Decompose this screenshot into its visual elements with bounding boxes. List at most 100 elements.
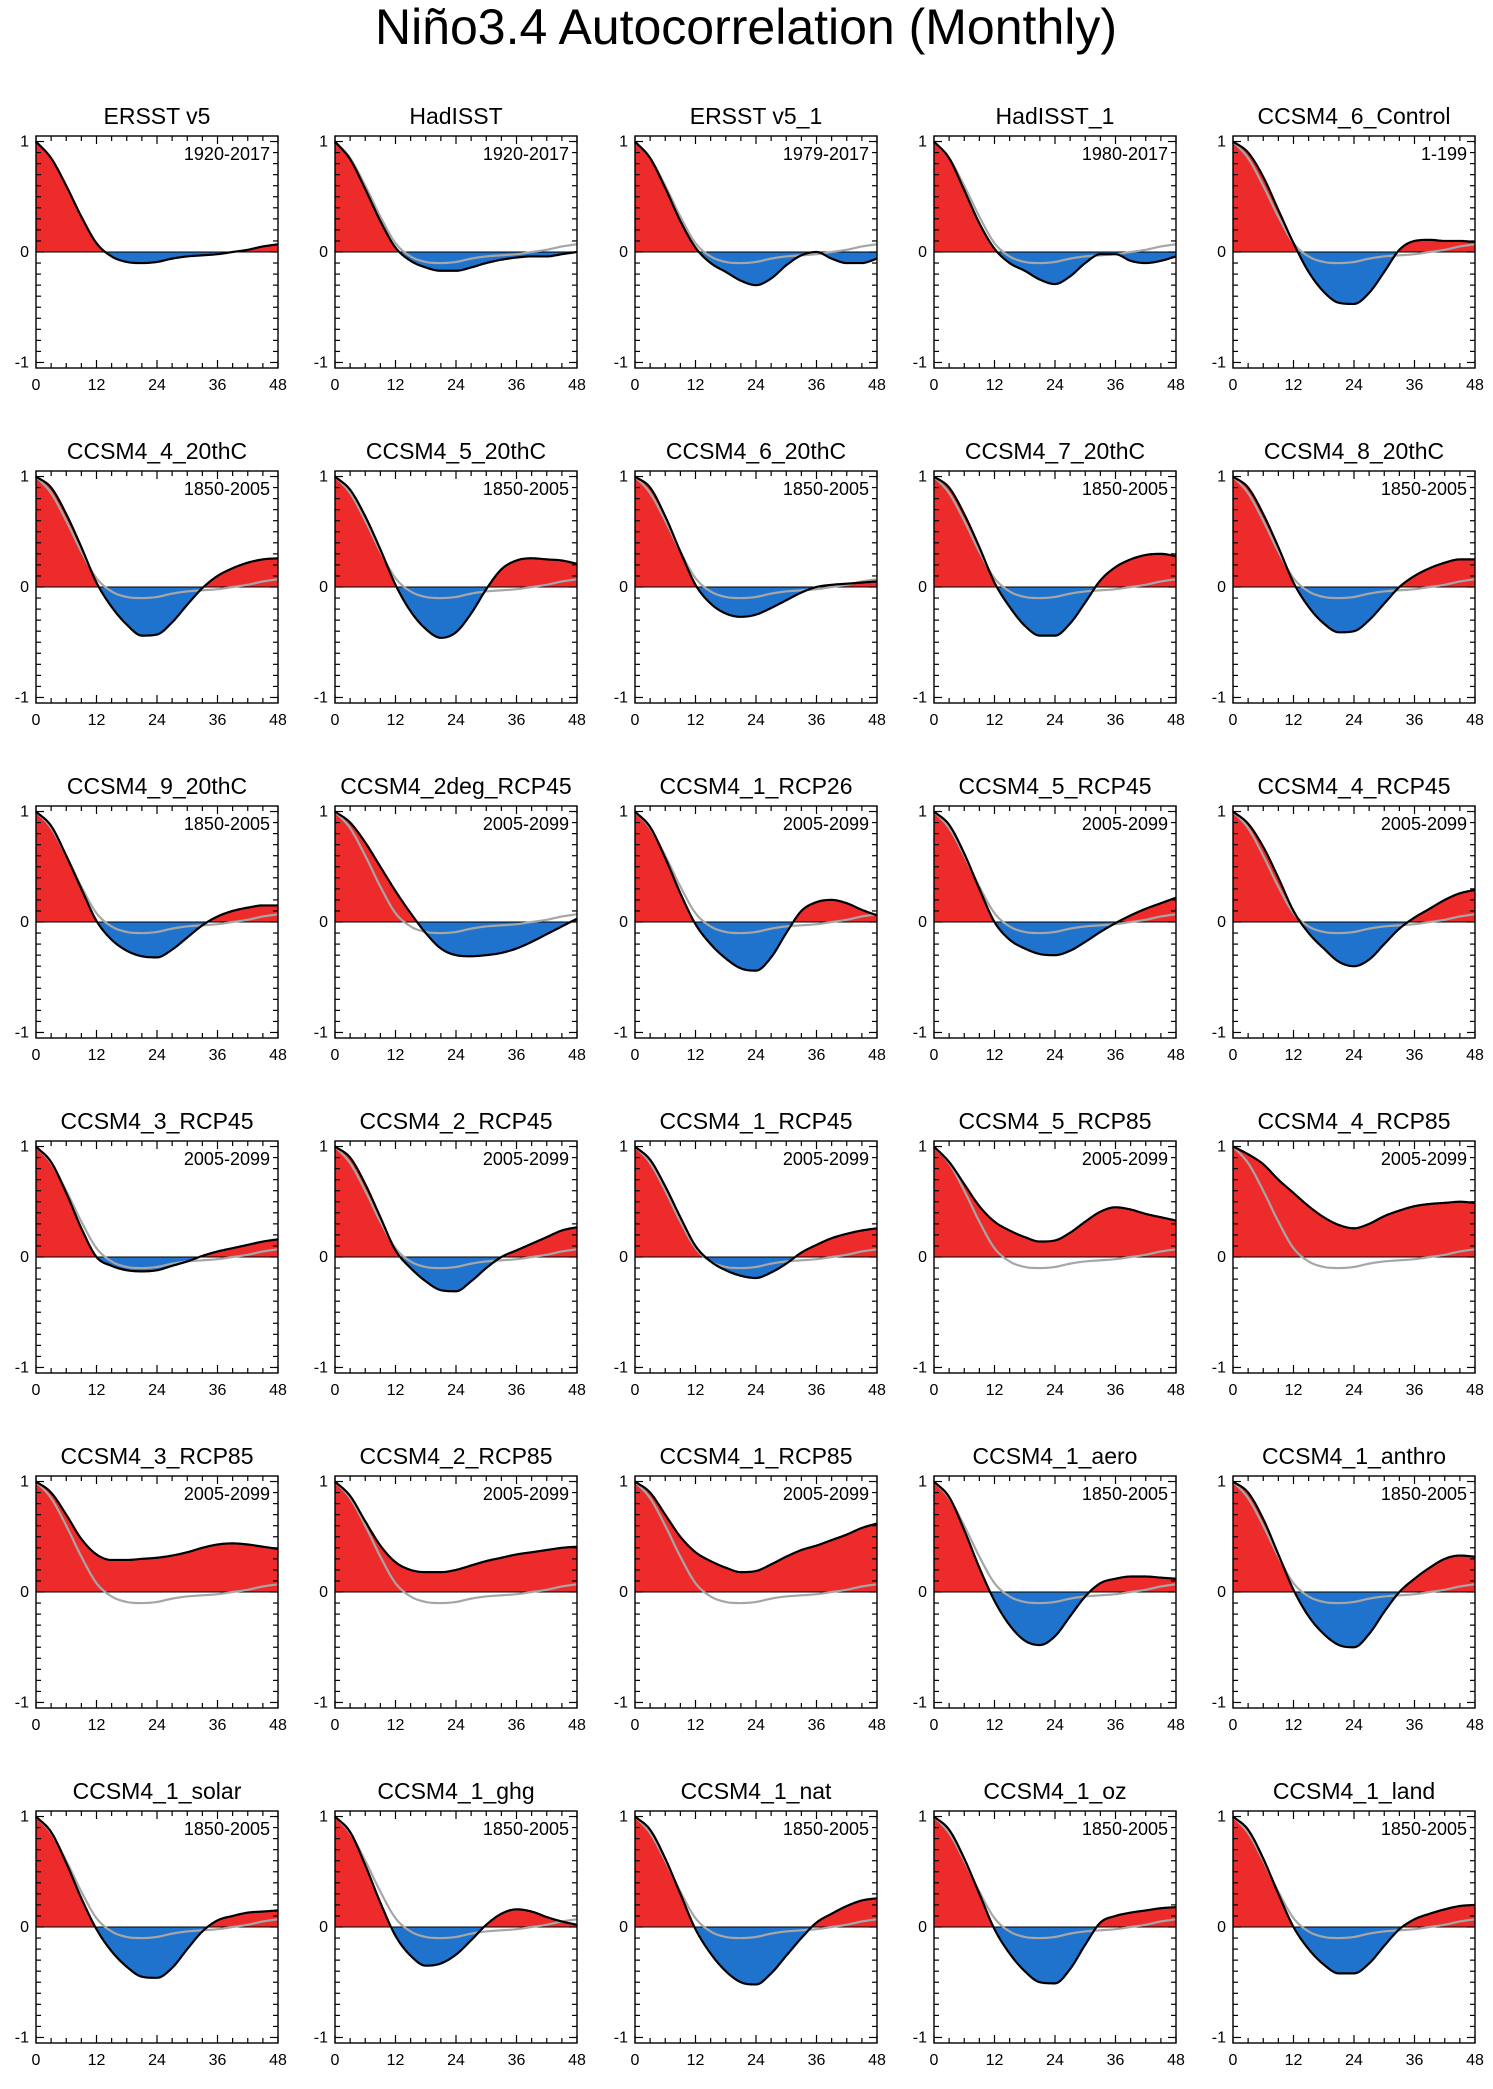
x-tick-label: 24 (447, 377, 465, 394)
x-tick-label: 12 (88, 377, 106, 394)
x-tick-label: 0 (32, 2052, 41, 2069)
x-tick-label: 24 (1345, 1382, 1363, 1399)
x-tick-label: 12 (88, 1047, 106, 1064)
x-tick-label: 24 (1046, 377, 1064, 394)
reference-curve (1232, 810, 1476, 935)
period-label: 1980-2017 (1082, 144, 1168, 164)
panel-title: CCSM4_5_20thC (366, 438, 546, 464)
x-tick-label: 0 (631, 377, 640, 394)
period-label: 2005-2099 (1381, 1149, 1467, 1169)
autocorrelation-curve (933, 1815, 1177, 1985)
y-tick-label: 0 (319, 1919, 328, 1936)
x-tick-label: 12 (687, 712, 705, 729)
autocorrelation-curve (334, 140, 578, 272)
positive-area (335, 811, 577, 922)
reference-curve (634, 1145, 878, 1270)
x-tick-label: 24 (447, 1382, 465, 1399)
period-label: 2005-2099 (483, 814, 569, 834)
x-tick-label: 36 (808, 1047, 826, 1064)
autocorrelation-curve (933, 475, 1177, 637)
x-tick-label: 0 (631, 1047, 640, 1064)
positive-area (335, 1481, 577, 1592)
y-tick-label: -1 (913, 1024, 927, 1041)
x-tick-label: 12 (1285, 1717, 1303, 1734)
period-label: 2005-2099 (783, 1149, 869, 1169)
autocorrelation-curve (933, 140, 1177, 286)
negative-area (635, 1927, 877, 1985)
x-tick-label: 0 (930, 1382, 939, 1399)
y-tick-label: -1 (1212, 1359, 1226, 1376)
x-tick-label: 36 (808, 1717, 826, 1734)
x-tick-label: 12 (1285, 1047, 1303, 1064)
x-tick-label: 36 (209, 712, 227, 729)
y-tick-label: 0 (918, 1919, 927, 1936)
autocorrelation-curve (334, 475, 578, 639)
y-tick-label: 1 (1217, 469, 1226, 486)
y-tick-label: -1 (913, 2029, 927, 2046)
y-tick-label: 1 (20, 1809, 29, 1826)
x-tick-label: 0 (331, 1382, 340, 1399)
x-tick-label: 24 (747, 1382, 765, 1399)
x-tick-label: 48 (269, 1382, 287, 1399)
panel-title: CCSM4_6_20thC (666, 438, 846, 464)
x-tick-label: 12 (1285, 377, 1303, 394)
y-tick-label: -1 (614, 689, 628, 706)
period-label: 1-199 (1421, 144, 1467, 164)
x-tick-label: 36 (1107, 1717, 1125, 1734)
reference-curve (1232, 475, 1476, 600)
panel-title: ERSST v5 (104, 103, 211, 129)
positive-area (36, 1481, 278, 1592)
period-label: 1920-2017 (184, 144, 270, 164)
y-tick-label: -1 (1212, 354, 1226, 371)
negative-area (36, 1927, 278, 1978)
y-tick-label: 0 (619, 1919, 628, 1936)
autocorrelation-curve (1232, 1480, 1476, 1649)
x-tick-label: 0 (1229, 377, 1238, 394)
y-tick-label: 1 (319, 1809, 328, 1826)
x-tick-label: 24 (747, 1717, 765, 1734)
y-tick-label: 1 (1217, 1809, 1226, 1826)
positive-area (36, 141, 278, 252)
y-tick-label: 1 (918, 1809, 927, 1826)
y-tick-label: -1 (1212, 689, 1226, 706)
y-tick-label: 1 (619, 134, 628, 151)
x-tick-label: 12 (986, 377, 1004, 394)
x-tick-label: 0 (1229, 1717, 1238, 1734)
x-tick-label: 24 (1345, 2052, 1363, 2069)
panel-title: CCSM4_7_20thC (965, 438, 1145, 464)
period-label: 2005-2099 (783, 814, 869, 834)
x-tick-label: 24 (1345, 1047, 1363, 1064)
y-tick-label: -1 (913, 1359, 927, 1376)
x-tick-label: 48 (568, 712, 586, 729)
x-tick-label: 36 (508, 1047, 526, 1064)
negative-area (36, 587, 278, 636)
y-tick-label: 0 (20, 244, 29, 261)
panel-title: CCSM4_4_RCP45 (1257, 773, 1450, 799)
x-tick-label: 36 (1406, 1717, 1424, 1734)
x-tick-label: 0 (631, 1382, 640, 1399)
x-tick-label: 24 (1046, 1717, 1064, 1734)
y-tick-label: 1 (319, 134, 328, 151)
panel-title: CCSM4_1_nat (681, 1778, 832, 1804)
x-tick-label: 0 (930, 2052, 939, 2069)
y-tick-label: -1 (614, 1024, 628, 1041)
reference-curve (933, 475, 1177, 600)
x-tick-label: 48 (269, 712, 287, 729)
autocorrelation-curve (35, 475, 279, 637)
x-tick-label: 24 (1345, 1717, 1363, 1734)
negative-area (36, 252, 278, 264)
x-tick-label: 48 (1466, 1382, 1484, 1399)
x-tick-label: 48 (868, 2052, 886, 2069)
y-tick-label: 0 (319, 244, 328, 261)
x-tick-label: 0 (930, 712, 939, 729)
x-tick-label: 12 (687, 1717, 705, 1734)
